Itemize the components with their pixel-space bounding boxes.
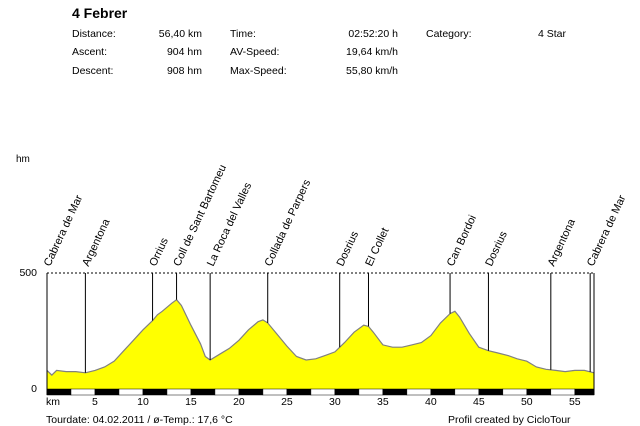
waypoint-label: El Collet	[363, 226, 391, 268]
ascent-value: 904 hm	[166, 46, 202, 58]
waypoint-label: Can Bordoi	[445, 213, 479, 268]
y-axis-label: hm	[16, 154, 30, 165]
av-speed-value: 19,64 km/h	[346, 46, 398, 58]
x-tick-label: 35	[377, 396, 389, 408]
km-scale-segment	[286, 388, 312, 396]
page-title: 4 Febrer	[72, 5, 128, 21]
max-speed-value: 55,80 km/h	[346, 65, 398, 77]
km-scale-segment	[310, 388, 336, 396]
km-scale-segment	[262, 388, 288, 396]
km-scale-segment	[238, 388, 264, 396]
km-scale-segment	[70, 388, 96, 396]
distance-value: 56,40 km	[158, 28, 202, 40]
descent-value: 908 hm	[166, 65, 202, 77]
x-tick-label: 30	[329, 396, 341, 408]
km-scale-segment	[94, 388, 120, 396]
waypoint-label: Dosrius	[483, 229, 510, 268]
km-scale-segment	[550, 388, 576, 396]
y-tick-label: 0	[31, 383, 37, 395]
category-value: 4 Star	[537, 28, 566, 40]
waypoint-label: Argentona	[546, 216, 579, 268]
waypoint-label: Argentona	[80, 216, 113, 268]
km-scale-segment	[502, 388, 528, 396]
waypoint-label: Collada de Parpers	[263, 177, 314, 268]
x-tick-label: 15	[185, 396, 197, 408]
x-tick-label: 40	[425, 396, 437, 408]
km-scale-segment	[142, 388, 168, 396]
waypoint-label: Orrius	[147, 236, 171, 269]
km-scale-segment	[406, 388, 432, 396]
km-scale-segment	[430, 388, 456, 396]
ascent-label: Ascent:	[72, 46, 108, 58]
time-label: Time:	[230, 28, 256, 40]
x-tick-label: 5	[92, 396, 98, 408]
tourdate-text: Tourdate: 04.02.2011 / ø-Temp.: 17,6 °C	[46, 414, 233, 426]
x-tick-label: 50	[521, 396, 533, 408]
elevation-line	[46, 298, 595, 376]
waypoint-label: Dosrius	[335, 229, 362, 268]
time-value: 02:52:20 h	[348, 28, 398, 40]
km-scale-segment	[454, 388, 480, 396]
x-tick-label: 10	[137, 396, 149, 408]
km-scale-segment	[334, 388, 360, 396]
km-scale-segment	[358, 388, 384, 396]
km-scale-segment	[190, 388, 216, 396]
km-scale-segment	[526, 388, 552, 396]
y-tick-label: 500	[19, 267, 37, 279]
credit-text: Profil created by CicloTour	[448, 414, 571, 426]
x-axis-label: km	[46, 396, 60, 408]
km-scale-segment	[46, 388, 72, 396]
elevation-area	[47, 299, 594, 389]
x-tick-label: 45	[473, 396, 485, 408]
category-label: Category:	[426, 28, 472, 40]
km-scale-segment	[382, 388, 408, 396]
x-tick-label: 25	[281, 396, 293, 408]
km-scale-segment	[118, 388, 144, 396]
km-scale-segment	[478, 388, 504, 396]
x-tick-label: 20	[233, 396, 245, 408]
km-scale-segment	[214, 388, 240, 396]
waypoint-label: Cabrera de Mar	[585, 193, 629, 268]
av-speed-label: AV-Speed:	[230, 46, 280, 58]
max-speed-label: Max-Speed:	[230, 65, 287, 77]
distance-label: Distance:	[72, 28, 116, 40]
x-tick-label: 55	[569, 396, 581, 408]
waypoint-label: Cabrera de Mar	[42, 193, 86, 268]
descent-label: Descent:	[72, 65, 114, 77]
km-scale-segment	[574, 388, 595, 396]
km-scale-segment	[166, 388, 192, 396]
